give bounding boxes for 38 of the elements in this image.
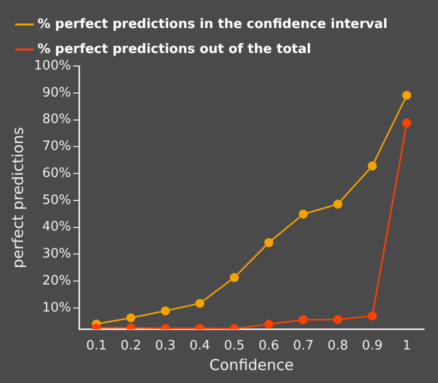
y-tick-label: 30% [42, 246, 72, 262]
x-tick-label: 0.4 [190, 338, 210, 354]
point [333, 314, 342, 324]
y-tick-label: 40% [42, 220, 72, 235]
x-tick-label: 0.1 [86, 338, 107, 354]
point [264, 320, 274, 329]
point [402, 90, 412, 100]
x-tick-label: 0.5 [224, 338, 245, 354]
x-tick-label: 0.8 [327, 338, 348, 354]
y-tick-label: 80% [42, 112, 72, 128]
point [333, 200, 342, 209]
y-tick-label: 90% [42, 85, 72, 100]
point [402, 118, 412, 128]
x-tick-label: 0.6 [258, 338, 280, 354]
y-tick-label: 20% [42, 273, 72, 288]
point [230, 273, 239, 282]
y-tick-label: 100% [34, 58, 72, 74]
y-tick-label: 50% [42, 192, 72, 208]
point [298, 210, 308, 219]
x-axis-title: Confidence [209, 356, 294, 374]
y-tick-label: 70% [42, 139, 72, 154]
x-tick-label: 0.2 [120, 338, 142, 354]
x-tick-label: 0.9 [362, 338, 383, 354]
point [368, 161, 377, 170]
y-tick-label: 10% [42, 300, 72, 316]
point [160, 306, 170, 316]
point [195, 298, 204, 308]
point [368, 311, 377, 320]
point [264, 238, 274, 248]
legend-label: % perfect predictions in the confidence interval [38, 16, 388, 32]
y-tick-label: 60% [42, 166, 72, 181]
point [126, 313, 136, 322]
y-axis-title: perfect predictions [8, 126, 27, 268]
legend-label: % perfect predictions out of the total [38, 42, 312, 57]
point [298, 315, 308, 324]
x-tick-label: 1 [402, 338, 411, 354]
x-tick-label: 0.3 [155, 338, 176, 354]
x-tick-label: 0.7 [292, 338, 314, 354]
